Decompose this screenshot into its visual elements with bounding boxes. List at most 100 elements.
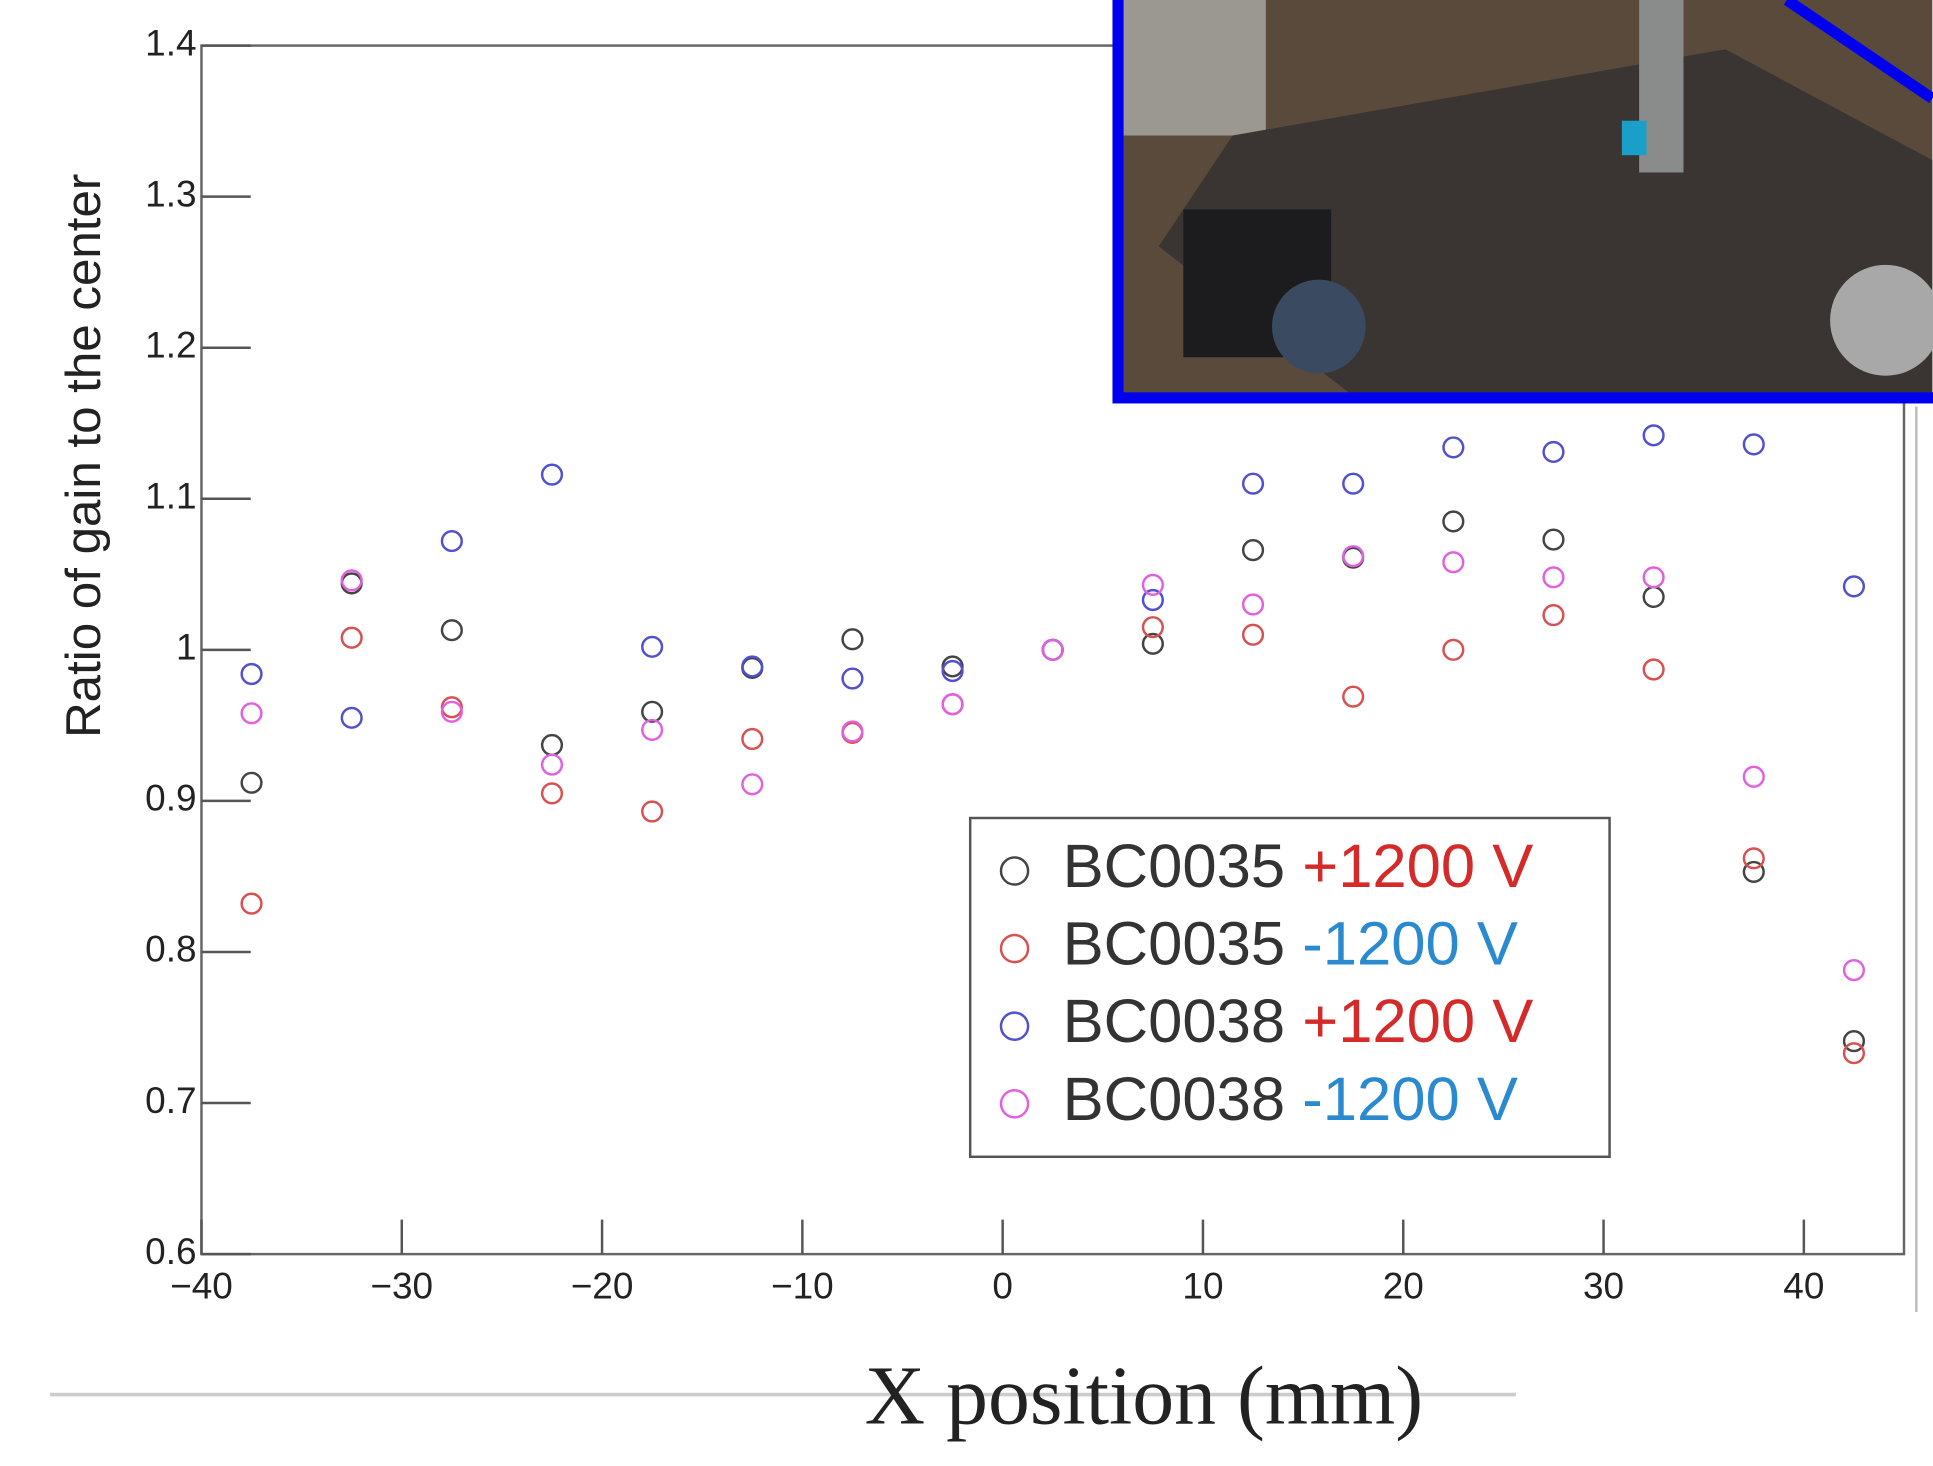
photo-inset [1112,0,1933,404]
point [540,733,564,757]
legend-marker [999,933,1030,964]
point [1742,765,1765,788]
point [1742,860,1765,883]
legend-label: BC0038 -1200 V [1063,1065,1518,1134]
photo-arrow [1783,0,1933,104]
legend-label-part: -1200 V [1302,1065,1518,1134]
point [340,706,363,729]
point [1442,510,1465,533]
x-tick-label: −40 [170,1265,233,1306]
y-tick-label: 1.2 [145,324,196,365]
point [1742,847,1765,870]
point [240,662,263,686]
point [1241,623,1265,646]
point [1241,539,1265,562]
point [1642,585,1665,609]
x-tick-label: −20 [571,1265,634,1306]
point [1842,959,1866,982]
point [440,696,463,719]
point [440,700,463,723]
y-tick-label: 1 [176,627,197,668]
x-tick-label: 30 [1583,1265,1624,1306]
point [1342,545,1365,568]
point [240,892,263,915]
x-tick-label: 10 [1182,1265,1223,1306]
point [1141,632,1164,655]
legend-label-part: +1200 V [1302,832,1533,901]
point [440,619,463,642]
point [1342,685,1365,708]
point [340,569,363,592]
y-axis-label: Ratio of gain to the center [56,174,111,738]
point [1542,566,1565,589]
point [1342,472,1365,495]
y-tick-label: 0.9 [145,778,196,819]
point [1141,573,1164,596]
point [1842,1030,1866,1053]
point [1842,575,1866,598]
y-tick-label: 1.3 [145,173,196,214]
point [1642,566,1665,589]
point [540,782,564,805]
legend-label: BC0035 -1200 V [1063,910,1518,979]
legend-label-part: BC0035 [1063,832,1303,901]
x-tick-label: 0 [992,1265,1013,1306]
point [941,659,964,683]
point [641,800,664,823]
point [340,626,363,649]
point [641,635,664,658]
point [741,773,764,796]
x-tick-label: 20 [1383,1265,1424,1306]
photo-laptop [1118,0,1266,136]
x-axis-label: X position (mm) [865,1350,1423,1443]
photo-border [1112,0,1933,404]
point [741,727,764,751]
point [540,753,564,776]
y-tick-label: 0.7 [145,1080,196,1121]
point [941,655,964,678]
x-tick-label: 40 [1783,1265,1824,1306]
point [240,771,263,794]
point [1241,593,1265,616]
point [1041,638,1064,661]
y-tick-label: 0.6 [145,1231,196,1272]
legend-label: BC0038 +1200 V [1063,987,1534,1056]
point [1442,638,1465,661]
point [1642,424,1665,447]
x-tick-label: −10 [771,1265,834,1306]
y-tick-label: 1.4 [145,22,196,63]
point [841,720,864,743]
x-tick-label: −30 [370,1265,433,1306]
point [240,702,263,725]
legend-label-part: -1200 V [1302,910,1518,979]
point [540,463,564,486]
point [1141,616,1164,639]
point [1241,472,1265,495]
legend-label-part: +1200 V [1302,987,1533,1056]
point [841,667,864,690]
legend-box [968,816,1611,1159]
point [641,718,664,741]
point [1141,588,1164,612]
point [1842,1042,1866,1065]
legend-marker [999,1089,1030,1119]
point [1542,440,1565,464]
point [941,693,964,716]
point [641,700,664,723]
photo-part [1621,120,1647,156]
legend-marker [999,1011,1030,1041]
point [1742,433,1765,456]
y-tick-label: 1.1 [145,476,196,517]
point [1542,528,1565,551]
photo-motor [1830,264,1933,376]
point [841,628,864,651]
point [741,655,764,678]
legend-label-part: BC0038 [1063,987,1303,1056]
legend-label: BC0035 +1200 V [1063,832,1534,901]
y-tick-label: 0.8 [145,929,196,970]
photo-motor [1272,279,1366,374]
point [1442,551,1465,574]
legend-label-part: BC0035 [1063,910,1303,979]
legend-marker [999,856,1030,886]
